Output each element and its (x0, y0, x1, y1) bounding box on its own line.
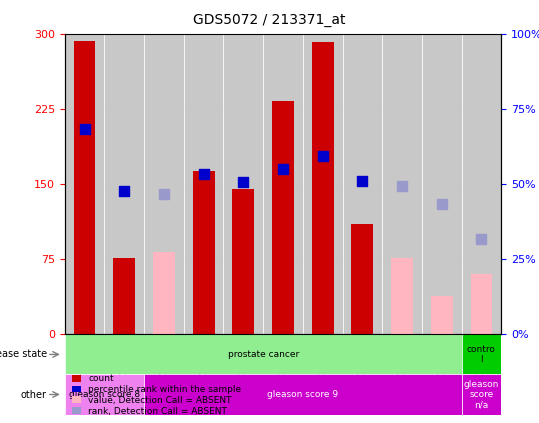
Bar (153, 252, 175, 335)
Point (120, 188, 128, 195)
Bar (113, 258, 135, 335)
FancyBboxPatch shape (144, 374, 461, 415)
Text: GSM1095879: GSM1095879 (239, 335, 248, 396)
Text: GSM1095881: GSM1095881 (318, 335, 327, 396)
FancyBboxPatch shape (303, 34, 342, 335)
Text: gleason score 9: gleason score 9 (267, 390, 338, 399)
Text: GDS5072 / 213371_at: GDS5072 / 213371_at (194, 13, 345, 27)
Bar (272, 101, 294, 335)
FancyBboxPatch shape (105, 34, 144, 335)
Bar (471, 274, 492, 335)
FancyBboxPatch shape (65, 335, 461, 374)
Bar (351, 224, 374, 335)
FancyBboxPatch shape (382, 34, 422, 335)
Bar (312, 42, 334, 335)
Text: contro
l: contro l (467, 345, 496, 364)
Text: GSM1095880: GSM1095880 (279, 335, 287, 396)
Bar (391, 258, 413, 335)
Text: GSM1095878: GSM1095878 (199, 335, 208, 396)
Point (477, 236, 486, 243)
Point (239, 179, 247, 186)
FancyBboxPatch shape (422, 34, 461, 335)
FancyBboxPatch shape (184, 34, 224, 335)
Point (80, 126, 89, 132)
Text: GSM1095886: GSM1095886 (120, 335, 129, 396)
Point (398, 183, 406, 190)
FancyBboxPatch shape (461, 374, 501, 415)
FancyBboxPatch shape (461, 34, 501, 335)
FancyBboxPatch shape (144, 34, 184, 335)
Text: gleason
score
n/a: gleason score n/a (464, 379, 499, 409)
Text: prostate cancer: prostate cancer (227, 350, 299, 359)
Text: GSM1095883: GSM1095883 (80, 335, 89, 396)
FancyBboxPatch shape (342, 34, 382, 335)
FancyBboxPatch shape (461, 335, 501, 374)
Text: GSM1095877: GSM1095877 (160, 335, 168, 396)
FancyBboxPatch shape (65, 34, 105, 335)
Text: gleason score 8: gleason score 8 (69, 390, 140, 399)
Point (358, 178, 367, 184)
Point (438, 201, 446, 208)
Point (279, 166, 287, 173)
Point (319, 153, 327, 159)
FancyBboxPatch shape (65, 374, 144, 415)
Text: other: other (21, 390, 47, 399)
FancyBboxPatch shape (224, 34, 263, 335)
Text: GSM1095882: GSM1095882 (358, 335, 367, 396)
Bar (431, 297, 453, 335)
Text: GSM1095876: GSM1095876 (477, 335, 486, 396)
Bar (232, 189, 254, 335)
Legend: count, percentile rank within the sample, value, Detection Call = ABSENT, rank, : count, percentile rank within the sample… (69, 372, 244, 418)
Bar (192, 171, 215, 335)
Text: disease state: disease state (0, 349, 47, 360)
Bar (74, 41, 95, 335)
Text: GSM1095885: GSM1095885 (437, 335, 446, 396)
Point (160, 191, 168, 198)
Point (199, 171, 208, 178)
Text: GSM1095884: GSM1095884 (398, 335, 406, 396)
FancyBboxPatch shape (263, 34, 303, 335)
